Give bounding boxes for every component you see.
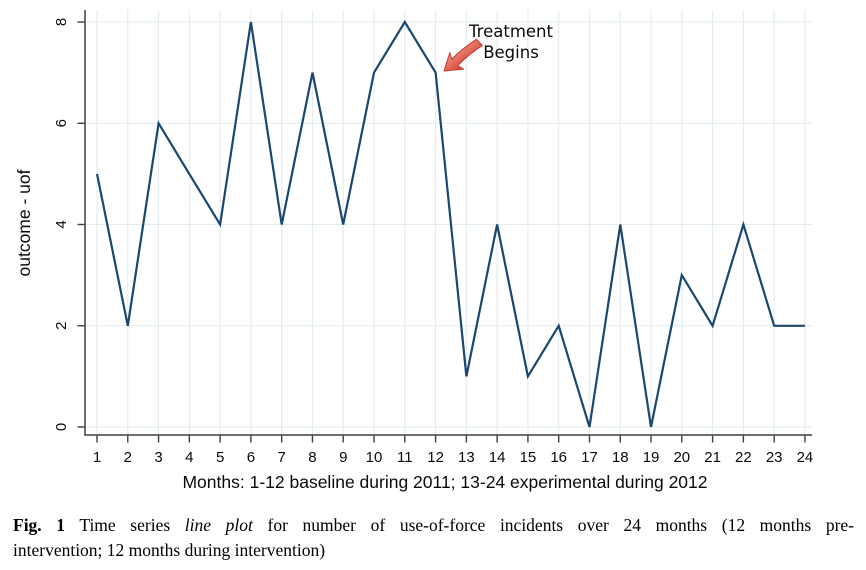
x-tick-label: 20 [673,449,690,466]
y-tick-label: 8 [53,18,70,26]
annotation-treatment-begins: Treatment Begins [443,22,554,72]
x-tick-label: 17 [581,449,598,466]
grid-layer [85,10,812,435]
x-tick-label: 13 [458,449,475,466]
x-tick-label: 8 [308,449,316,466]
x-tick-label: 1 [93,449,101,466]
x-tick-label: 23 [766,449,783,466]
x-tick-label: 5 [216,449,224,466]
annotation-line-1: Treatment [468,22,553,41]
x-tick-label: 15 [520,449,537,466]
caption-line-2: intervention; 12 months during intervent… [13,539,326,560]
figure-caption: Fig. 1 Time series line plot for number … [13,513,854,562]
x-tick-label: 18 [612,449,629,466]
x-tick-label: 4 [185,449,193,466]
series-line-uof [95,19,805,428]
caption-text-1: Time series [79,515,171,535]
caption-italic: line plot [184,515,253,535]
y-tick-label: 2 [53,322,70,330]
x-tick-label: 16 [550,449,567,466]
x-tick-label: 2 [124,449,132,466]
x-tick-label: 9 [339,449,347,466]
x-tick-label: 12 [427,449,444,466]
x-tick-label: 19 [643,449,660,466]
caption-fig-label: Fig. 1 [13,515,66,535]
red-arrow-icon [443,38,483,72]
x-tick-label: 7 [278,449,286,466]
y-tick-label: 4 [53,220,70,228]
x-tick-label: 3 [154,449,162,466]
x-tick-label: 11 [397,449,413,466]
caption-line-1: Fig. 1 Time series line plot for number … [13,513,854,538]
x-tick-label: 6 [247,449,255,466]
y-tick-label: 0 [53,423,70,431]
x-tick-label: 24 [797,449,814,466]
x-tick-label: 14 [489,449,506,466]
x-tick-label: 21 [704,449,721,466]
x-tick-label: 10 [366,449,383,466]
x-axis-title: Months: 1-12 baseline during 2011; 13-24… [182,472,707,492]
annotation-line-2: Begins [483,43,539,62]
caption-text-2: for number of use-of-force incidents ove… [267,515,855,535]
y-tick-label: 6 [53,119,70,127]
axis-layer [77,10,812,443]
series-layer [95,19,805,428]
y-axis-title: outcome - uof [14,169,34,276]
x-tick-label: 22 [735,449,752,466]
